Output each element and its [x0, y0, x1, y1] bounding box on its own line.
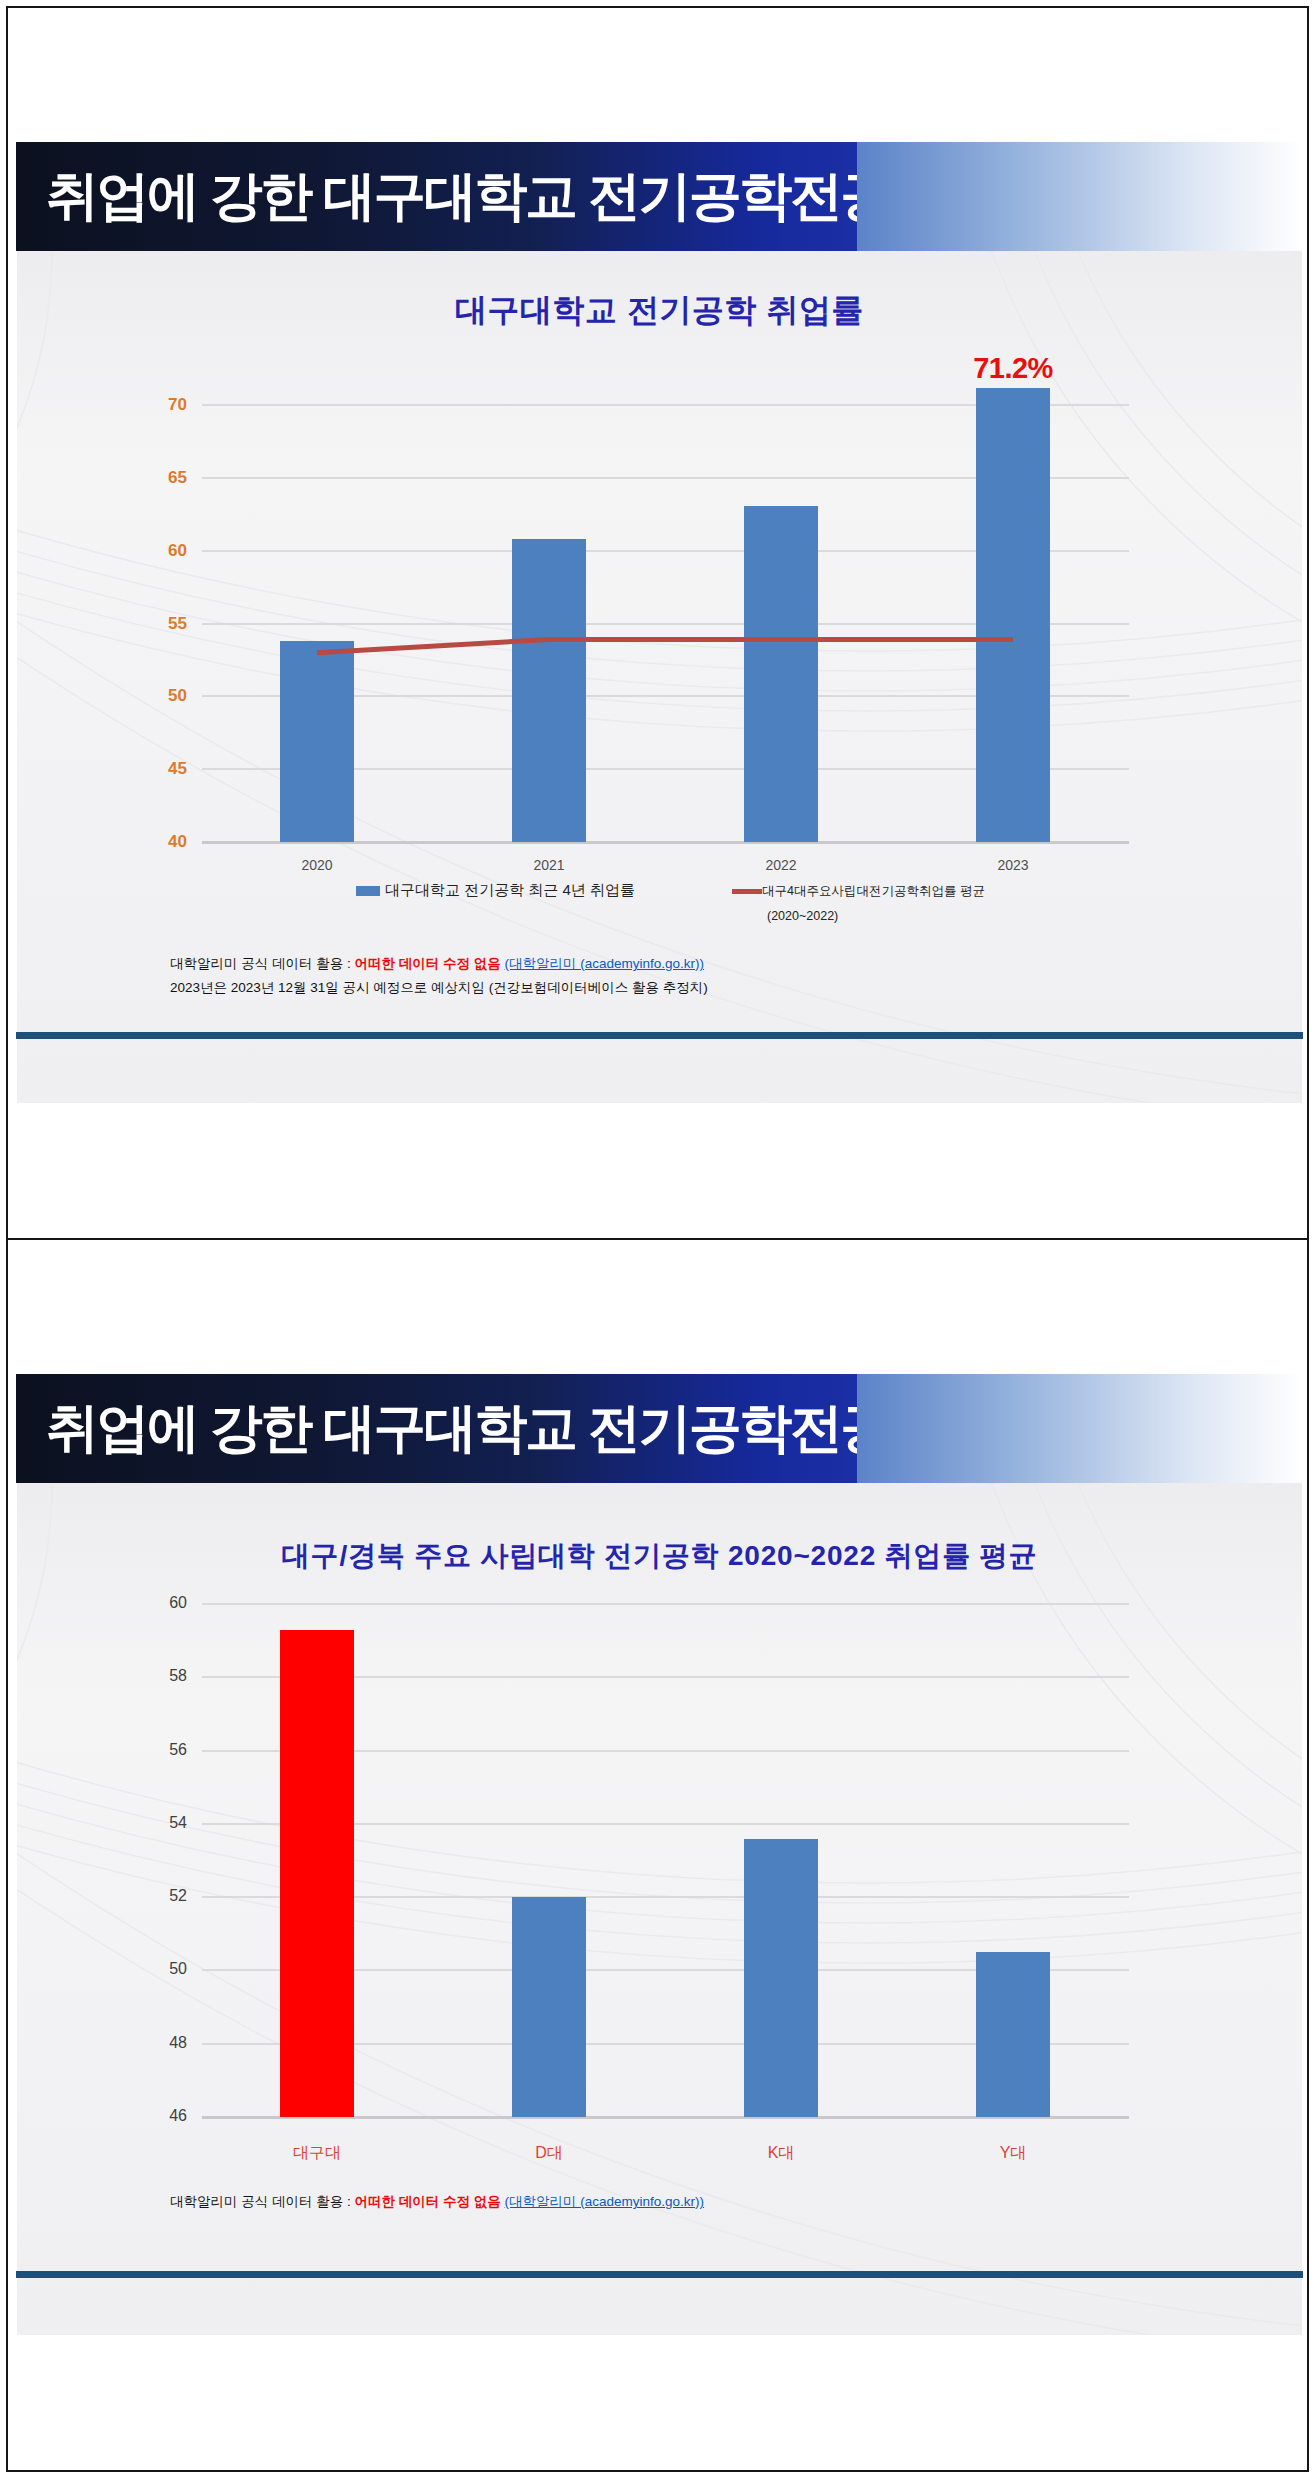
chart-area: 60 58 56 54 52 50 48 46 대구대 D대 K대 Y대: [8, 1240, 1309, 2472]
footer-line: 대학알리미 공식 데이터 활용 : 어떠한 데이터 수정 없음 (대학알리미 (…: [170, 952, 708, 976]
x-axis-category-label: D대: [469, 2143, 629, 2164]
x-axis-category-label: 대구대: [237, 2143, 397, 2164]
x-axis-category-label: K대: [701, 2143, 861, 2164]
footer-note: 대학알리미 공식 데이터 활용 : 어떠한 데이터 수정 없음 (대학알리미 (…: [170, 952, 708, 1000]
y-axis-tick-label: 58: [8, 1667, 187, 1685]
footer-link[interactable]: (대학알리미 (academyinfo.go.kr)): [505, 2194, 705, 2209]
x-axis-category-label: 2021: [469, 857, 629, 873]
x-axis-category-label: 2020: [237, 857, 397, 873]
footer-line: 대학알리미 공식 데이터 활용 : 어떠한 데이터 수정 없음 (대학알리미 (…: [170, 2190, 704, 2214]
bar-Y대: [976, 1952, 1050, 2117]
bar-D대: [512, 1897, 586, 2117]
footer-note: 대학알리미 공식 데이터 활용 : 어떠한 데이터 수정 없음 (대학알리미 (…: [170, 2190, 704, 2214]
chart-area: 70656055504540202020212022202371.2%: [8, 8, 1309, 1240]
data-label-annotation: 71.2%: [943, 352, 1083, 385]
y-axis-tick-label: 50: [8, 1960, 187, 1978]
footer-line: 2023년은 2023년 12월 31일 공시 예정으로 예상치임 (건강보험데…: [170, 976, 708, 1000]
footer-text: 대학알리미 공식 데이터 활용 :: [170, 956, 355, 971]
y-axis-tick-label: 52: [8, 1887, 187, 1905]
gridline: [202, 1603, 1129, 1605]
y-axis-tick-label: 56: [8, 1741, 187, 1759]
x-axis-category-label: 2023: [933, 857, 1093, 873]
bar-K대: [744, 1839, 818, 2117]
y-axis-tick-label: 46: [8, 2107, 187, 2125]
footer-text: 대학알리미 공식 데이터 활용 :: [170, 2194, 355, 2209]
document-canvas: 취업에 강한 대구대학교 전기공학전공 대구대학교 전기공학 취업률 70656…: [6, 6, 1309, 2472]
y-axis-tick-label: 54: [8, 1814, 187, 1832]
trend-line: [8, 8, 1309, 1240]
slide-1: 취업에 강한 대구대학교 전기공학전공 대구대학교 전기공학 취업률 70656…: [6, 6, 1309, 1240]
slide-2: 취업에 강한 대구대학교 전기공학전공 대구/경북 주요 사립대학 전기공학 2…: [6, 1238, 1309, 2472]
footer-text: 어떠한 데이터 수정 없음: [355, 956, 501, 971]
x-axis-category-label: Y대: [933, 2143, 1093, 2164]
y-axis-tick-label: 48: [8, 2034, 187, 2052]
bar-대구대: [280, 1630, 354, 2117]
footer-text: 어떠한 데이터 수정 없음: [355, 2194, 501, 2209]
y-axis-tick-label: 60: [8, 1594, 187, 1612]
footer-link[interactable]: (대학알리미 (academyinfo.go.kr)): [505, 956, 705, 971]
bottom-divider-bar: [16, 2271, 1303, 2278]
footer-text: 2023년은 2023년 12월 31일 공시 예정으로 예상치임 (건강보험데…: [170, 980, 708, 995]
bottom-divider-bar: [16, 1032, 1303, 1039]
x-axis-category-label: 2022: [701, 857, 861, 873]
